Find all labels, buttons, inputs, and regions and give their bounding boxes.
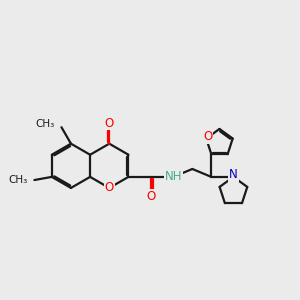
- Text: N: N: [229, 169, 238, 182]
- Text: NH: NH: [165, 170, 182, 183]
- Text: O: O: [203, 130, 212, 143]
- Text: CH₃: CH₃: [35, 119, 55, 129]
- Text: O: O: [147, 190, 156, 203]
- Text: O: O: [105, 117, 114, 130]
- Text: CH₃: CH₃: [9, 175, 28, 185]
- Text: O: O: [105, 182, 114, 194]
